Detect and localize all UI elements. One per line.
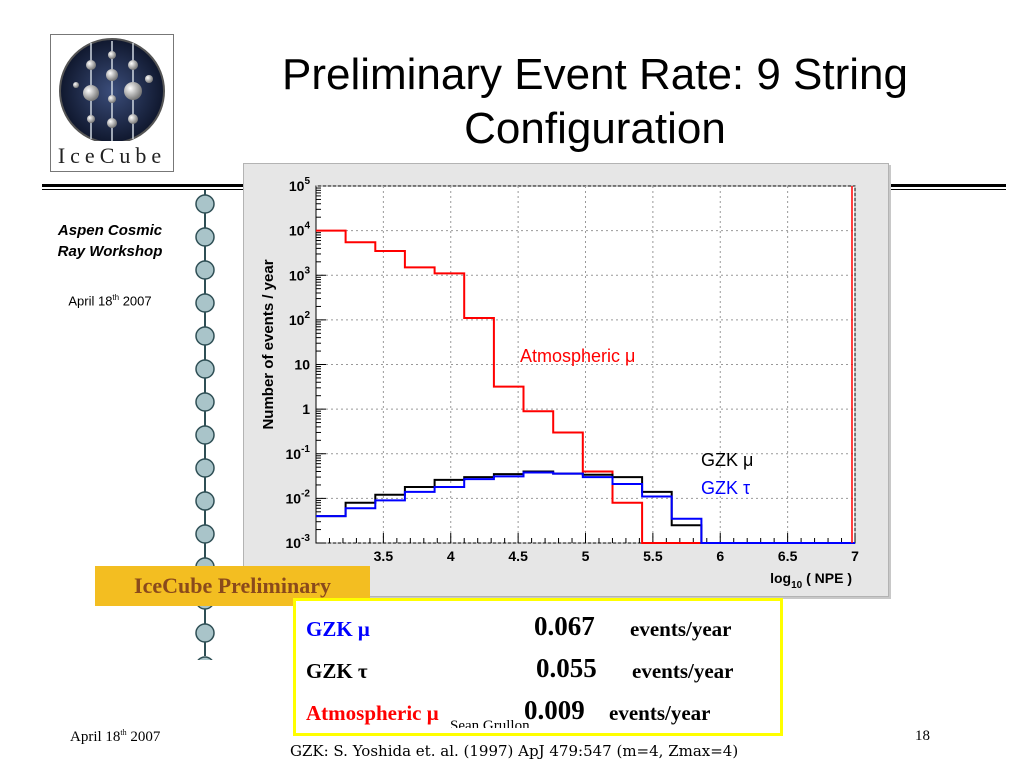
string-bead [195, 194, 215, 214]
rate-label: GZK μ [306, 617, 370, 641]
string-bead [195, 524, 215, 544]
icecube-logo: IceCube [50, 34, 174, 172]
string-bead [195, 392, 215, 412]
y-tick-label: 1 [302, 401, 310, 417]
y-tick-label: 103 [289, 265, 311, 283]
x-tick-label: 4 [447, 548, 455, 564]
x-tick-label: 5.5 [643, 548, 663, 564]
y-tick-label: 102 [289, 310, 311, 328]
side-date-main: April 18 [68, 293, 113, 309]
footer-date-main: April 18 [70, 729, 121, 745]
annotation-gzk-tau: GZK τ [701, 478, 750, 498]
rate-label: Atmospheric μ [306, 701, 439, 725]
footer-author: Sean Grullon [450, 718, 530, 728]
logo-text: IceCube [57, 143, 167, 168]
rate-unit: events/year [609, 701, 711, 725]
string-bead [195, 458, 215, 478]
x-tick-label: 6.5 [778, 548, 798, 564]
annotation-atmospheric: Atmospheric μ [520, 346, 635, 366]
y-tick-label: 10 [294, 357, 310, 373]
string-bead [195, 623, 215, 643]
x-tick-label: 4.5 [508, 548, 528, 564]
reference-citation: GZK: S. Yoshida et. al. (1997) ApJ 479:5… [290, 742, 739, 760]
rate-unit: events/year [632, 659, 734, 683]
x-tick-label: 5 [582, 548, 590, 564]
title-line-1: Preliminary Event Rate: 9 String [281, 50, 909, 99]
footer-date: April 18th 2007 [70, 728, 160, 746]
workshop-name: Aspen Cosmic Ray Workshop [30, 220, 190, 262]
x-tick-label: 7 [851, 548, 859, 564]
string-bead [195, 260, 215, 280]
side-date: April 18th 2007 [30, 293, 190, 308]
y-axis-label: Number of events / year [260, 259, 277, 429]
x-tick-label: 3.5 [374, 548, 394, 564]
string-bead [195, 293, 215, 313]
footer-date-year: 2007 [126, 729, 161, 745]
ticks [315, 187, 856, 544]
workshop-line-2: Ray Workshop [57, 243, 163, 260]
plot-area [315, 185, 856, 544]
string-bead [197, 656, 213, 660]
y-tick-label: 10-3 [286, 533, 311, 551]
footer-date-sup: th [120, 728, 127, 737]
side-date-sup: th [112, 293, 120, 302]
y-tick-label: 10-1 [286, 444, 311, 462]
string-bead [195, 491, 215, 511]
workshop-line-1: Aspen Cosmic [57, 222, 163, 239]
slide-title: Preliminary Event Rate: 9 String Configu… [195, 48, 995, 156]
rate-value: 0.009 [524, 695, 585, 725]
rates-box: GZK μ 0.067 events/year GZK τ 0.055 even… [293, 598, 783, 736]
rate-value: 0.067 [534, 611, 595, 641]
x-tick-label: 6 [716, 548, 724, 564]
string-bead [195, 227, 215, 247]
y-tick-label: 104 [289, 221, 311, 239]
page-number: 18 [915, 728, 930, 744]
string-bead [195, 359, 215, 379]
annotation-gzk-mu: GZK μ [701, 450, 753, 470]
icecube-emblem [59, 38, 165, 144]
title-line-2: Configuration [464, 104, 726, 153]
rate-label: GZK τ [306, 659, 368, 683]
event-rate-chart: 3.5 4 4.5 5 5.5 6 6.5 710510410310210110-110-21… [260, 176, 859, 591]
y-tick-label: 105 [289, 176, 311, 194]
rate-unit: events/year [630, 617, 732, 641]
string-bead [195, 326, 215, 346]
string-bead [195, 425, 215, 445]
side-date-year: 2007 [119, 293, 152, 309]
x-axis-label: log10 ( NPE ) [770, 570, 852, 591]
rate-value: 0.055 [536, 653, 597, 683]
series-line-gzk-tau [316, 471, 855, 544]
y-tick-label: 10-2 [286, 488, 311, 506]
